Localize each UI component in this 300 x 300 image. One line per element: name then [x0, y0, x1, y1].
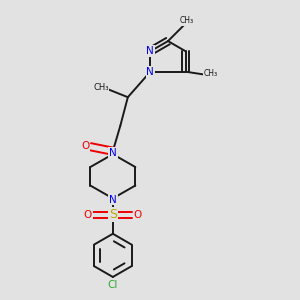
Text: N: N [109, 148, 117, 158]
Text: N: N [109, 195, 117, 205]
Text: O: O [134, 210, 142, 220]
Text: Cl: Cl [108, 280, 118, 290]
Text: CH₃: CH₃ [179, 16, 194, 25]
Text: CH₃: CH₃ [93, 83, 109, 92]
Text: S: S [109, 208, 117, 221]
Text: CH₃: CH₃ [203, 69, 218, 78]
Text: N: N [146, 67, 154, 77]
Text: O: O [84, 210, 92, 220]
Text: O: O [81, 141, 90, 152]
Text: N: N [146, 46, 154, 56]
